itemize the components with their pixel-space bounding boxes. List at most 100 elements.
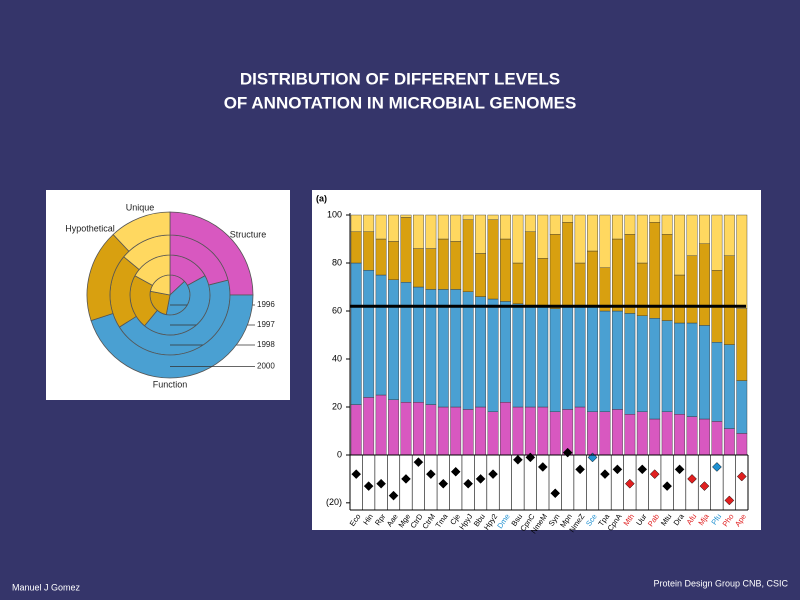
bar-segment bbox=[537, 214, 549, 259]
bar-segment bbox=[487, 219, 499, 300]
bar-segment bbox=[624, 233, 636, 314]
bar-segment bbox=[699, 325, 710, 420]
bar-segment bbox=[624, 313, 636, 415]
bar-segment bbox=[674, 274, 686, 324]
bar-segment bbox=[363, 214, 375, 232]
diamond bbox=[413, 457, 424, 468]
bar-segment bbox=[388, 214, 399, 242]
diamond bbox=[463, 478, 474, 489]
bar-segment bbox=[475, 296, 487, 408]
bar-segment bbox=[412, 402, 424, 456]
bar-segment bbox=[736, 433, 748, 456]
bar-segment bbox=[512, 406, 524, 456]
bar-segment bbox=[574, 306, 586, 408]
bar-segment bbox=[475, 214, 487, 254]
bar-segment bbox=[450, 406, 462, 456]
bar-segment bbox=[437, 214, 449, 240]
bar-segment bbox=[350, 404, 362, 456]
bar-segment bbox=[375, 394, 387, 456]
bar-segment bbox=[674, 214, 686, 276]
diamond bbox=[724, 495, 735, 506]
category-label: Structure bbox=[230, 229, 267, 239]
bar-segment bbox=[624, 214, 636, 235]
bar-segment bbox=[462, 291, 474, 410]
y-tick-label: 80 bbox=[332, 257, 342, 267]
ring-label: 1996 bbox=[257, 300, 275, 309]
bar-segment bbox=[649, 221, 661, 319]
bar-segment bbox=[699, 243, 710, 326]
bar-segment bbox=[450, 241, 462, 290]
bar-segment bbox=[711, 342, 723, 422]
bar-segment bbox=[711, 421, 723, 456]
diamond bbox=[388, 490, 399, 501]
bar-segment bbox=[562, 214, 574, 223]
bar-segment bbox=[736, 308, 748, 381]
category-label: Function bbox=[153, 379, 188, 389]
bar-segment bbox=[562, 221, 574, 307]
bar-segment bbox=[512, 262, 524, 304]
bar-segment bbox=[537, 406, 549, 456]
bar-segment bbox=[363, 231, 375, 271]
bar-segment bbox=[350, 231, 362, 264]
diamond bbox=[401, 474, 411, 484]
bar-segment bbox=[500, 238, 511, 302]
bar-segment bbox=[574, 262, 586, 307]
ring-label: 1998 bbox=[257, 340, 275, 349]
bar-segment bbox=[375, 214, 387, 240]
bar-segment bbox=[487, 298, 499, 413]
bar-segment bbox=[412, 248, 424, 288]
diamond bbox=[363, 481, 374, 491]
bar-segment bbox=[661, 214, 673, 235]
bar-segment bbox=[649, 418, 661, 456]
diamond bbox=[575, 464, 585, 475]
diamond bbox=[687, 474, 697, 484]
bar-segment bbox=[562, 306, 574, 410]
y-tick-label: 20 bbox=[332, 401, 342, 411]
bar-segment bbox=[537, 306, 549, 408]
y-tick-label: 0 bbox=[337, 449, 342, 459]
bar-segment bbox=[661, 411, 673, 456]
bar-segment bbox=[549, 411, 561, 456]
bar-segment bbox=[624, 414, 636, 456]
bar-segment bbox=[375, 238, 387, 276]
diamond bbox=[550, 488, 561, 499]
bar-segment bbox=[350, 262, 362, 405]
bar-segment bbox=[587, 250, 598, 307]
y-tick-label: 60 bbox=[332, 305, 342, 315]
diamond bbox=[351, 469, 362, 479]
bar-segment bbox=[661, 320, 673, 413]
diamond bbox=[612, 464, 623, 475]
diamond bbox=[488, 469, 498, 479]
diamond bbox=[699, 481, 710, 491]
bar-segment bbox=[437, 406, 449, 456]
bar-segment bbox=[574, 406, 586, 456]
title-line: OF ANNOTATION IN MICROBIAL GENOMES bbox=[224, 93, 577, 112]
bar-segment bbox=[388, 241, 399, 280]
bar-segment bbox=[388, 279, 399, 400]
bar-segment bbox=[524, 406, 536, 456]
diamond bbox=[712, 462, 722, 472]
bar-segment bbox=[412, 286, 424, 403]
footer-right: Protein Design Group CNB, CSIC bbox=[653, 578, 788, 588]
bar-segment bbox=[425, 214, 437, 249]
bar-segment bbox=[686, 416, 698, 456]
diamond bbox=[425, 469, 436, 479]
bar-segment bbox=[400, 282, 412, 403]
bar-segment bbox=[636, 315, 648, 412]
bar-segment bbox=[350, 214, 362, 232]
bar-segment bbox=[723, 344, 735, 429]
diamond bbox=[438, 478, 449, 489]
bar-segment bbox=[512, 303, 524, 408]
bar-segment bbox=[587, 214, 598, 252]
ring-label: 2000 bbox=[257, 362, 275, 371]
bar-segment bbox=[611, 214, 623, 240]
bar-segment bbox=[388, 399, 399, 456]
bar-segment bbox=[611, 310, 623, 410]
bar-segment bbox=[462, 219, 474, 293]
diamond bbox=[662, 481, 673, 491]
bar-segment bbox=[549, 308, 561, 413]
diamond bbox=[736, 471, 747, 482]
bar-segment bbox=[723, 428, 735, 456]
